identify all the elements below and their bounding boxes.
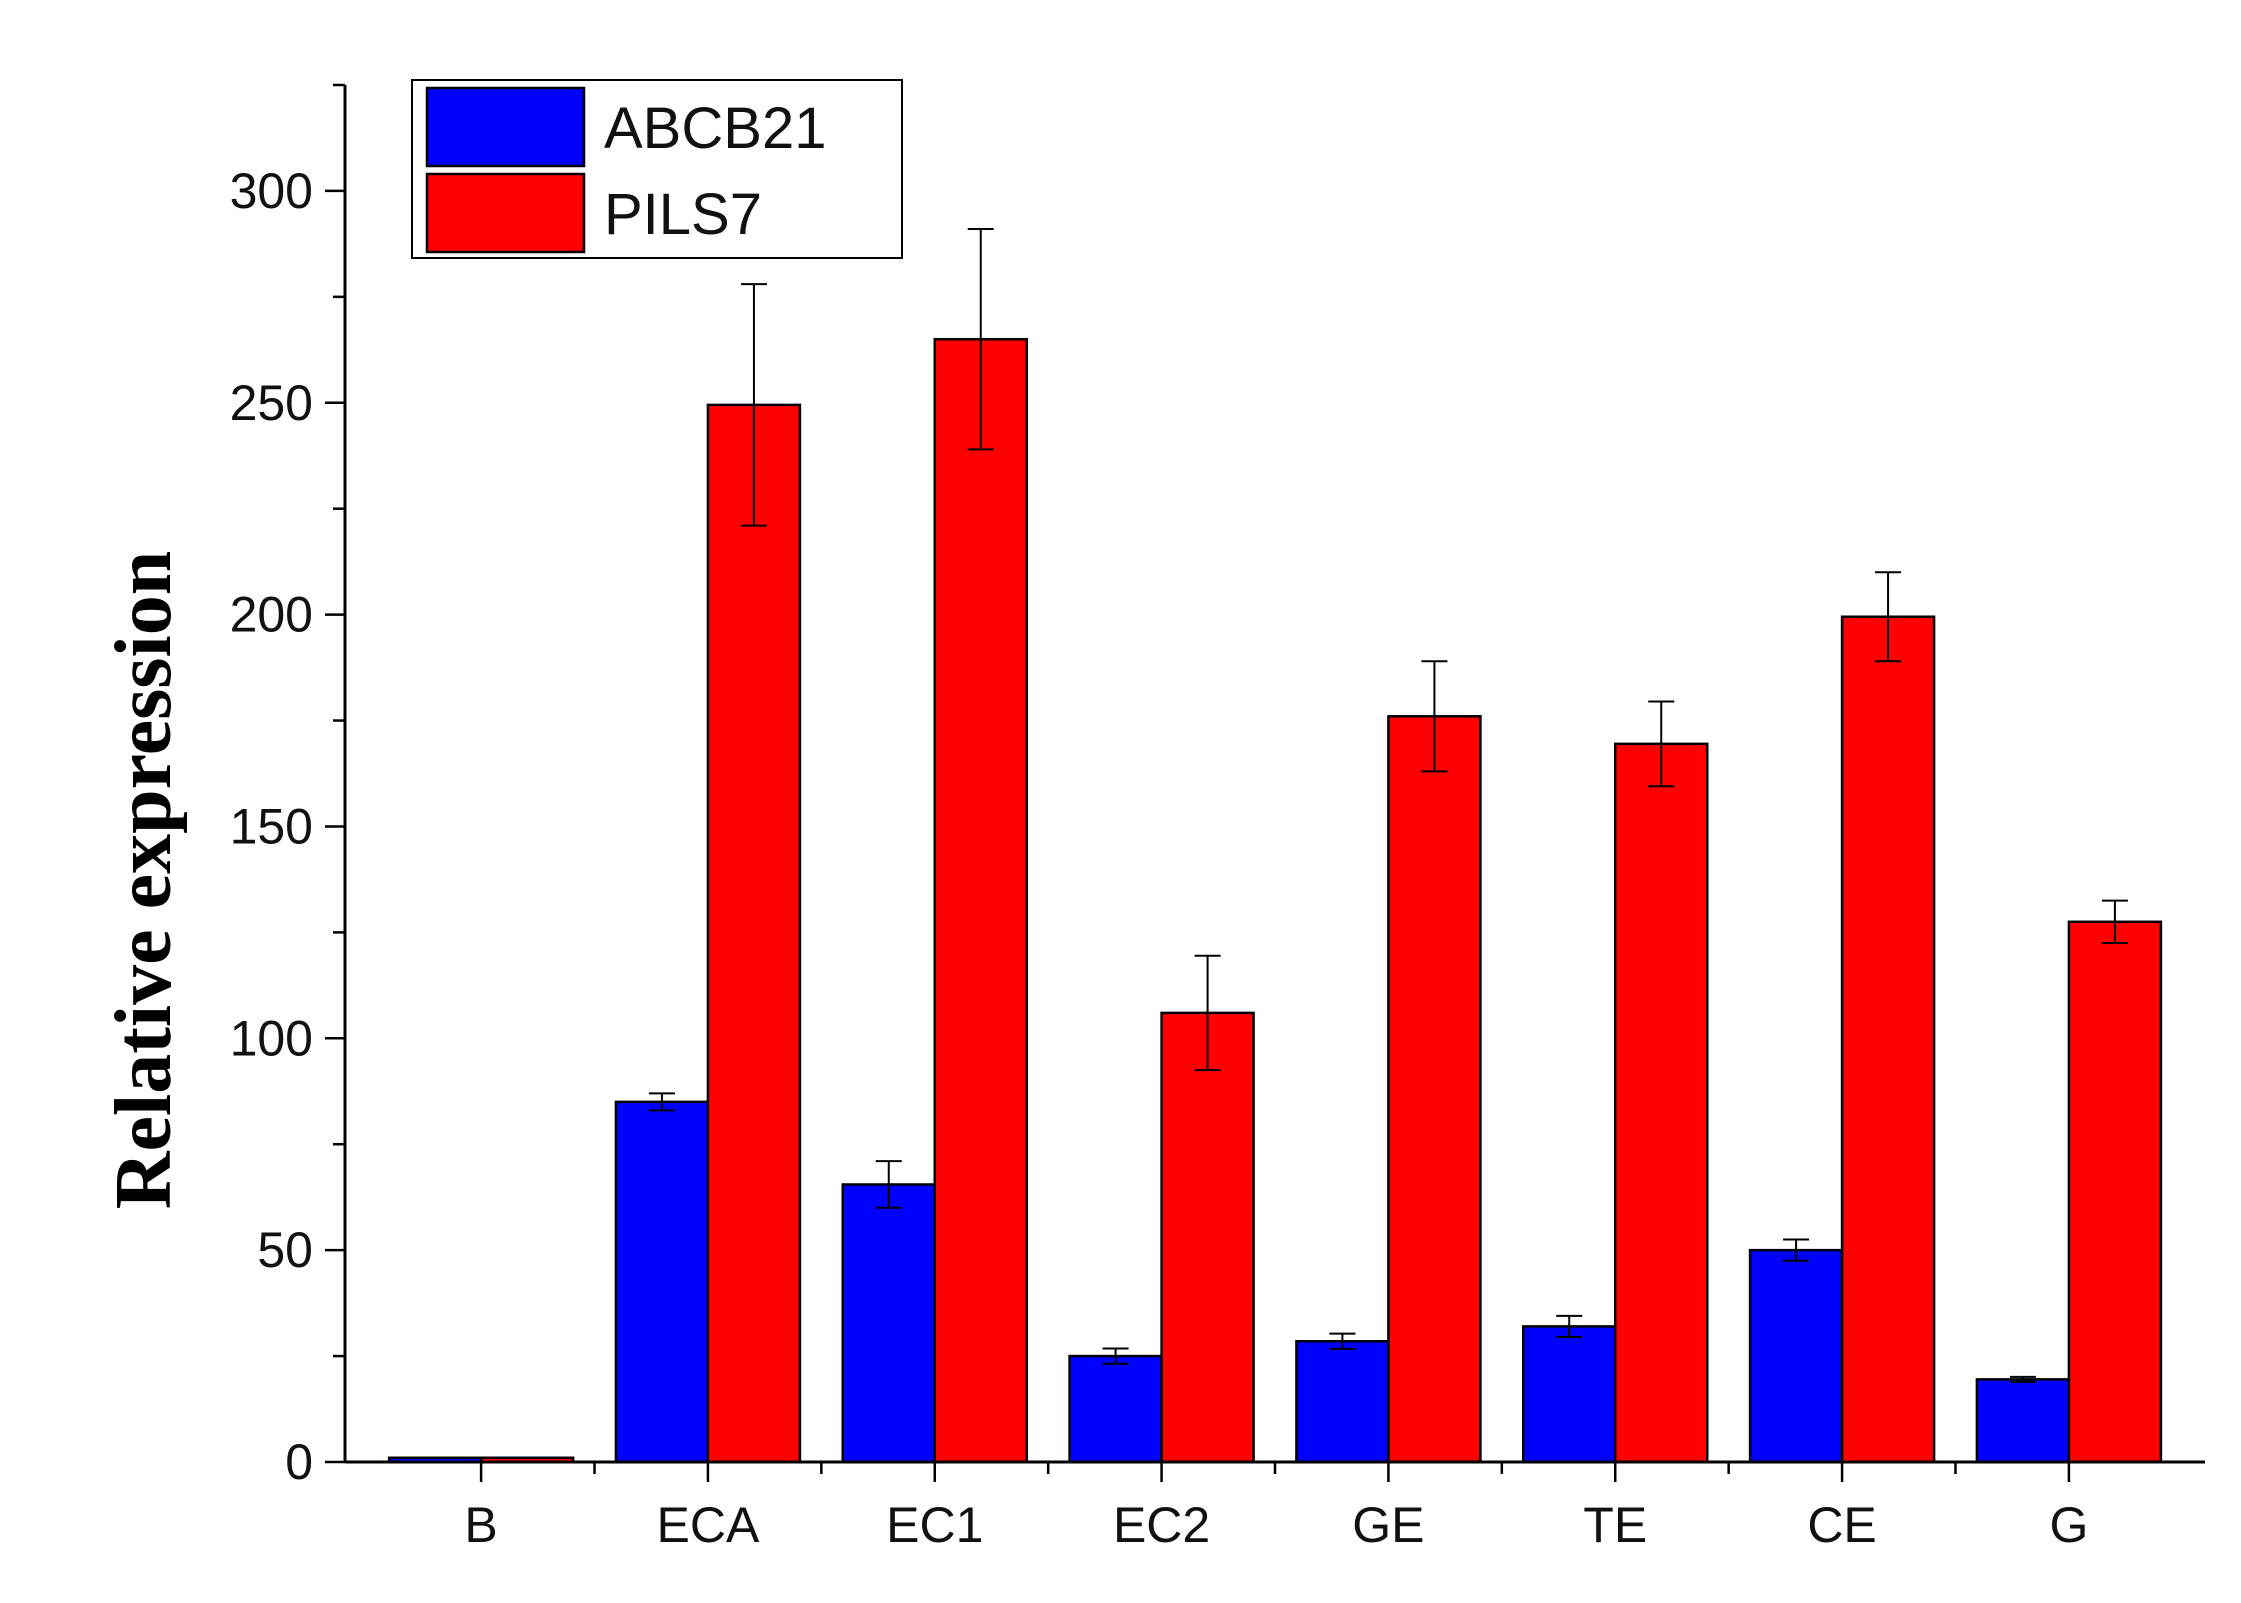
bar-abcb21-eca: [614, 1100, 710, 1464]
x-tick-label-te: TE: [1583, 1497, 1647, 1553]
error-bar-abcb21-te: [1556, 1314, 1583, 1339]
bar-abcb21-g: [1975, 1378, 2071, 1464]
y-tick-label: 250: [230, 375, 313, 431]
error-bar-abcb21-ec2: [1102, 1347, 1129, 1365]
legend-label-abcb21: ABCB21: [604, 96, 826, 161]
x-tick-label-ce: CE: [1807, 1497, 1876, 1553]
error-bar-abcb21-g: [2009, 1375, 2036, 1383]
error-bar-pils7-ec2: [1194, 954, 1221, 1072]
y-tick-label: 150: [230, 798, 313, 854]
bar-pils7-eca: [706, 403, 802, 1464]
error-bar-abcb21-eca: [648, 1092, 675, 1112]
error-bar-pils7-ge: [1421, 660, 1448, 773]
error-bar-abcb21-ce: [1783, 1238, 1810, 1262]
error-bar-pils7-ce: [1875, 571, 1902, 663]
bar-abcb21-ce: [1748, 1248, 1844, 1464]
y-tick-label: 100: [230, 1010, 313, 1066]
bar-abcb21-ge: [1295, 1339, 1390, 1464]
legend-label-pils7: PILS7: [604, 182, 762, 247]
bars-layer: [387, 337, 2163, 1464]
y-tick-label: 50: [257, 1222, 313, 1278]
bar-abcb21-ec2: [1068, 1354, 1163, 1464]
bar-pils7-ge: [1387, 715, 1482, 1464]
error-bar-pils7-te: [1648, 700, 1675, 788]
bar-abcb21-ec1: [841, 1183, 937, 1464]
error-bar-abcb21-ec1: [875, 1160, 902, 1209]
bar-pils7-ce: [1840, 615, 1936, 1464]
x-tick-label-eca: ECA: [657, 1497, 760, 1553]
x-tick-label-g: G: [2049, 1497, 2088, 1553]
error-bar-pils7-eca: [740, 283, 767, 527]
bar-pils7-g: [2067, 920, 2163, 1464]
error-bar-pils7-g: [2101, 899, 2128, 944]
legend-swatch-pils7: [425, 172, 586, 254]
legend: ABCB21 PILS7: [411, 79, 903, 259]
x-tick-label-ec2: EC2: [1113, 1497, 1210, 1553]
y-axis-label: Relative expression: [100, 551, 188, 1209]
error-bar-abcb21-ge: [1329, 1332, 1356, 1350]
y-tick-label: 300: [230, 163, 313, 219]
legend-swatch-abcb21: [425, 86, 586, 168]
error-bar-pils7-ec1: [967, 228, 994, 451]
bar-abcb21-te: [1521, 1325, 1617, 1464]
y-tick-label: 200: [230, 587, 313, 643]
x-tick-label-b: B: [464, 1497, 497, 1553]
x-tick-label-ge: GE: [1352, 1497, 1424, 1553]
x-tick-label-ec1: EC1: [886, 1497, 983, 1553]
y-tick-label: 0: [285, 1434, 313, 1490]
error-bars-layer: [648, 228, 2128, 1383]
axes: 0 50 100 150 200 250 300 B ECA EC1 EC2 GE TE CE G: [230, 83, 2205, 1553]
bar-pils7-te: [1613, 742, 1709, 1464]
bar-pils7-ec1: [933, 337, 1029, 1464]
bar-pils7-ec2: [1160, 1011, 1255, 1464]
